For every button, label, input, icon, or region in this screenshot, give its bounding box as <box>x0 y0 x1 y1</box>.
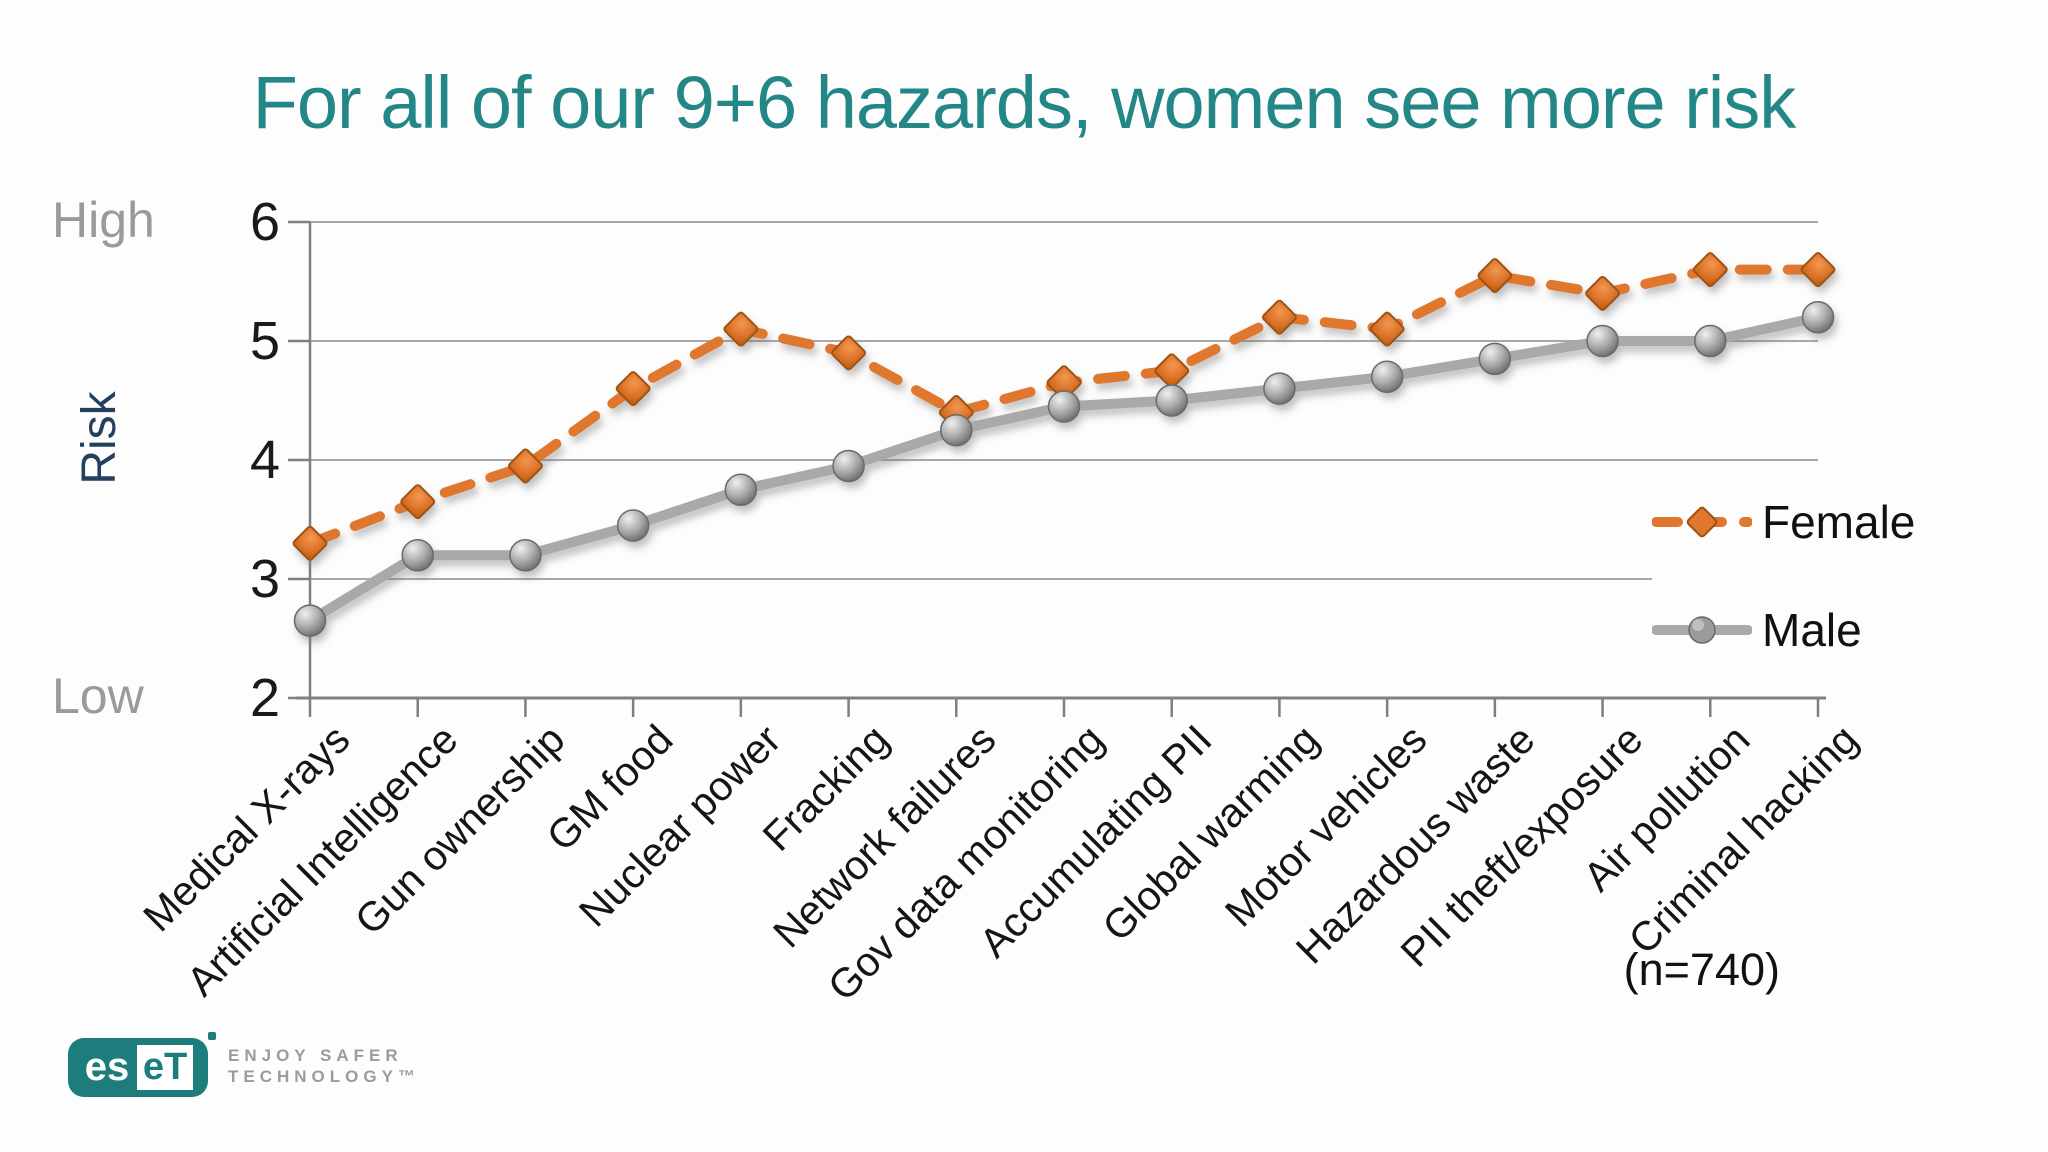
male-marker <box>1263 372 1296 405</box>
male-series <box>293 300 1835 637</box>
male-marker <box>724 473 758 506</box>
female-marker <box>1477 258 1513 293</box>
legend: Female Male <box>1652 478 2048 674</box>
y-tick-label-2: 2 <box>249 668 280 728</box>
female-marker <box>1154 353 1190 389</box>
male-marker <box>293 604 327 637</box>
male-marker <box>1155 384 1188 417</box>
legend-item-male: Male <box>1652 590 2048 670</box>
tagline-line-1: ENJOY SAFER <box>228 1046 403 1065</box>
male-marker <box>509 538 542 572</box>
y-axis-title: Risk <box>73 391 126 485</box>
female-marker <box>1046 365 1082 401</box>
female-series <box>292 252 1836 561</box>
female-marker <box>831 335 867 371</box>
female-series-sample-icon <box>1652 506 1752 538</box>
female-marker <box>292 525 328 561</box>
female-marker <box>507 448 543 484</box>
legend-item-female: Female <box>1652 482 2048 562</box>
eset-tagline: ENJOY SAFER TECHNOLOGY™ <box>228 1038 420 1087</box>
male-marker <box>940 414 973 447</box>
female-marker <box>723 311 759 347</box>
female-marker <box>400 484 436 520</box>
y-axis-high-label: High <box>52 192 155 248</box>
logo-trademark-dot <box>208 1032 216 1040</box>
male-marker <box>1047 390 1081 423</box>
eset-branding: es eT ENJOY SAFER TECHNOLOGY™ <box>68 1032 420 1097</box>
male-marker <box>401 538 434 572</box>
male-marker <box>832 449 865 483</box>
chart-title: For all of our 9+6 hazards, women see mo… <box>252 61 1797 144</box>
male-marker <box>1694 324 1727 358</box>
y-tick-label-6: 6 <box>249 192 280 252</box>
female-marker <box>1800 252 1836 288</box>
male-marker <box>1370 360 1404 393</box>
female-marker <box>1369 311 1405 347</box>
eset-logo: es eT <box>68 1032 216 1097</box>
male-series-sample-icon <box>1652 616 1752 644</box>
eset-logo-right-text: eT <box>137 1045 193 1090</box>
female-marker <box>1261 299 1297 335</box>
eset-logo-left-text: es <box>84 1045 130 1089</box>
female-marker <box>1692 252 1728 288</box>
male-marker <box>1586 324 1619 358</box>
legend-label-male: Male <box>1762 604 1862 656</box>
tagline-line-2: TECHNOLOGY™ <box>228 1067 420 1086</box>
y-tick-label-4: 4 <box>249 430 280 490</box>
y-tick-label-5: 5 <box>249 311 280 371</box>
male-marker <box>1478 342 1512 376</box>
male-marker <box>616 509 650 542</box>
y-axis-low-label: Low <box>52 668 144 724</box>
female-marker <box>615 371 651 407</box>
sample-size-annotation: (n=740) <box>1623 944 1780 995</box>
legend-label-female: Female <box>1762 496 1916 548</box>
eset-logo-right-cap <box>192 1038 208 1097</box>
female-marker <box>1585 275 1621 311</box>
male-marker <box>1801 300 1835 334</box>
y-tick-label-3: 3 <box>249 549 280 609</box>
